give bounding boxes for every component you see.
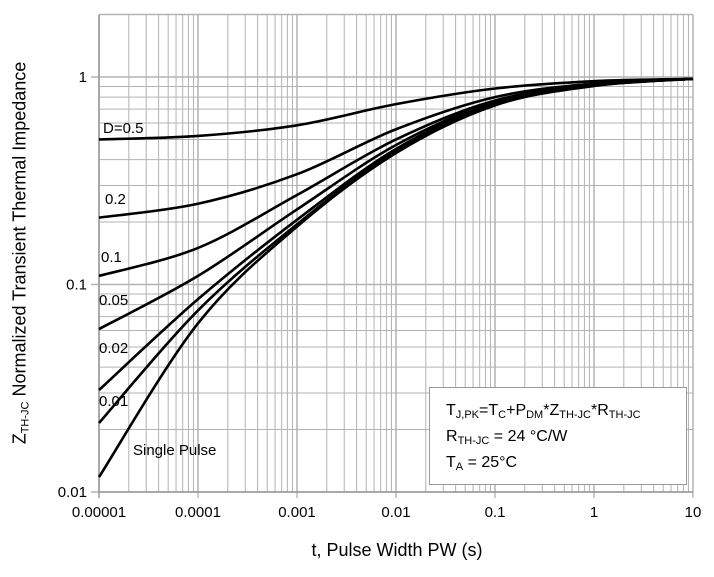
x-tick-label: 0.001 xyxy=(278,504,316,521)
x-tick-label: 0.0001 xyxy=(175,504,221,521)
y-tick-label: 1 xyxy=(79,69,87,86)
series-label: 0.1 xyxy=(101,249,122,266)
y-tick-label: 0.01 xyxy=(58,484,87,501)
x-axis-label: t, Pulse Width PW (s) xyxy=(311,540,483,560)
series-label: Single Pulse xyxy=(133,442,216,459)
series-line xyxy=(98,77,694,141)
formula-box: TJ,PK=TC+PDM*ZTH-JC*RTH-JC RTH-JC = 24 °… xyxy=(429,387,687,485)
ylabel-main: Z xyxy=(9,433,30,445)
formula-line-2: RTH-JC = 24 °C/W xyxy=(446,428,568,447)
x-tick-label: 0.01 xyxy=(381,504,410,521)
x-tick-label: 0.1 xyxy=(485,504,506,521)
series-label: D=0.5 xyxy=(103,120,143,137)
series-line xyxy=(97,77,694,478)
series-label: 0.05 xyxy=(99,292,128,309)
series-label: 0.2 xyxy=(105,191,126,208)
x-tick-label: 0.00001 xyxy=(72,504,126,521)
x-tick-label: 1 xyxy=(590,504,598,521)
formula-line-3: TA = 25°C xyxy=(446,454,518,473)
series-label: 0.01 xyxy=(99,393,128,410)
x-tick-label: 10 xyxy=(685,504,702,521)
ylabel-rest: Normalized Transient Thermal Impedance xyxy=(9,61,30,402)
ylabel-sub: TH-JC xyxy=(19,401,32,434)
series-label: 0.02 xyxy=(99,340,128,357)
formula-line-1: TJ,PK=TC+PDM*ZTH-JC*RTH-JC xyxy=(446,402,641,421)
y-tick-label: 0.1 xyxy=(66,277,87,294)
